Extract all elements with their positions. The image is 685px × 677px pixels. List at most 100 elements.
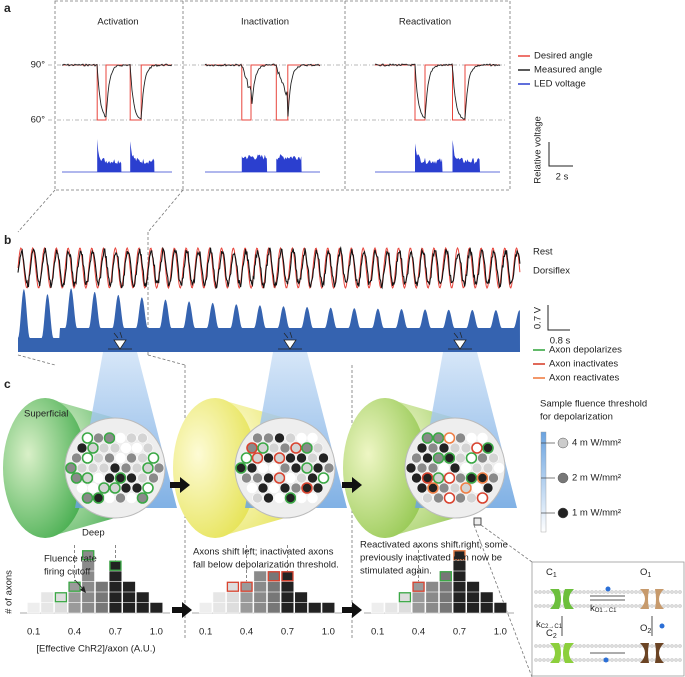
lipid <box>662 604 666 608</box>
desired-trace <box>205 64 320 121</box>
histogram-bar <box>384 602 398 614</box>
lipid <box>674 644 678 648</box>
lipid <box>542 604 546 608</box>
lipid <box>622 590 626 594</box>
lipid <box>538 644 542 648</box>
axon <box>416 482 428 494</box>
lipid <box>534 658 538 662</box>
axon <box>93 452 104 464</box>
axon <box>301 462 313 474</box>
axon <box>246 482 258 494</box>
state-name: C <box>546 628 553 639</box>
scale-label: 2 s <box>556 172 569 183</box>
lipid <box>538 658 542 662</box>
annotation: Axons shift left; inactivated axons <box>193 547 334 558</box>
scale-label: 0.8 s <box>550 336 571 347</box>
axon <box>488 452 499 464</box>
channel <box>550 589 561 609</box>
axon <box>290 442 302 454</box>
lipid <box>610 604 614 608</box>
lipid <box>586 590 590 594</box>
lipid <box>674 604 678 608</box>
led-trace <box>276 154 302 172</box>
threshold-label: 1 m W/mm² <box>572 508 621 519</box>
axon <box>153 462 165 474</box>
axon <box>432 432 445 444</box>
lipid <box>638 590 642 594</box>
histogram-bar <box>493 602 507 614</box>
axon <box>251 452 264 464</box>
axon <box>126 432 137 444</box>
axon <box>471 442 483 454</box>
histogram-bar <box>199 602 213 614</box>
channel <box>655 643 664 663</box>
lipid <box>614 658 618 662</box>
axon <box>279 482 291 494</box>
channel <box>563 643 574 663</box>
axon <box>263 452 274 464</box>
axon <box>279 462 291 474</box>
axon <box>284 492 297 504</box>
led-trace <box>130 141 155 172</box>
axon <box>477 432 488 444</box>
axon <box>438 482 450 494</box>
lipid <box>678 604 682 608</box>
connector <box>17 354 56 366</box>
lipid <box>574 644 578 648</box>
plot-title: Activation <box>97 17 138 28</box>
lipid <box>594 590 598 594</box>
depth-label: Deep <box>82 528 105 539</box>
lipid <box>606 644 610 648</box>
axon <box>104 452 115 464</box>
trace-label: Dorsiflex <box>533 266 570 277</box>
axon <box>307 492 318 504</box>
axon <box>126 452 137 464</box>
axon <box>427 482 439 494</box>
lipid <box>590 658 594 662</box>
axon <box>421 432 434 444</box>
lipid <box>634 644 638 648</box>
lipid <box>638 658 642 662</box>
histogram-bar <box>149 602 163 614</box>
state-label: O1 <box>640 567 651 579</box>
axon <box>137 472 148 484</box>
lipid <box>662 590 666 594</box>
annotation: Fluence rate <box>44 554 97 565</box>
lipid <box>634 658 638 662</box>
annotation: Reactivated axons shift right; some <box>360 540 508 551</box>
axon <box>312 442 324 454</box>
axon <box>76 462 88 474</box>
axon <box>81 452 94 464</box>
axon <box>466 492 477 504</box>
axon <box>252 432 263 444</box>
axon <box>136 492 149 504</box>
lipid <box>674 590 678 594</box>
led-trace <box>241 154 268 172</box>
axon <box>432 472 445 484</box>
axon <box>465 472 478 484</box>
axon <box>273 452 286 464</box>
axis-label: [Effective ChR2]/axon (A.U.) <box>36 644 155 655</box>
axon <box>81 492 94 504</box>
lipid <box>598 590 602 594</box>
axon <box>81 432 94 444</box>
axon <box>312 462 324 474</box>
axon <box>433 492 444 504</box>
led-trace <box>415 143 443 172</box>
lipid <box>582 590 586 594</box>
axon <box>103 432 116 444</box>
lipid <box>586 604 590 608</box>
axon <box>421 472 434 484</box>
axon <box>296 452 307 464</box>
axon <box>477 452 488 464</box>
axon <box>296 492 307 504</box>
channel <box>655 589 664 609</box>
rate-name: k <box>590 603 595 614</box>
legend-label: Measured angle <box>534 65 602 76</box>
lipid <box>634 590 638 594</box>
axon <box>131 462 143 474</box>
lipid <box>590 644 594 648</box>
axon <box>71 452 82 464</box>
lipid <box>626 590 630 594</box>
state-name: O <box>640 567 647 578</box>
